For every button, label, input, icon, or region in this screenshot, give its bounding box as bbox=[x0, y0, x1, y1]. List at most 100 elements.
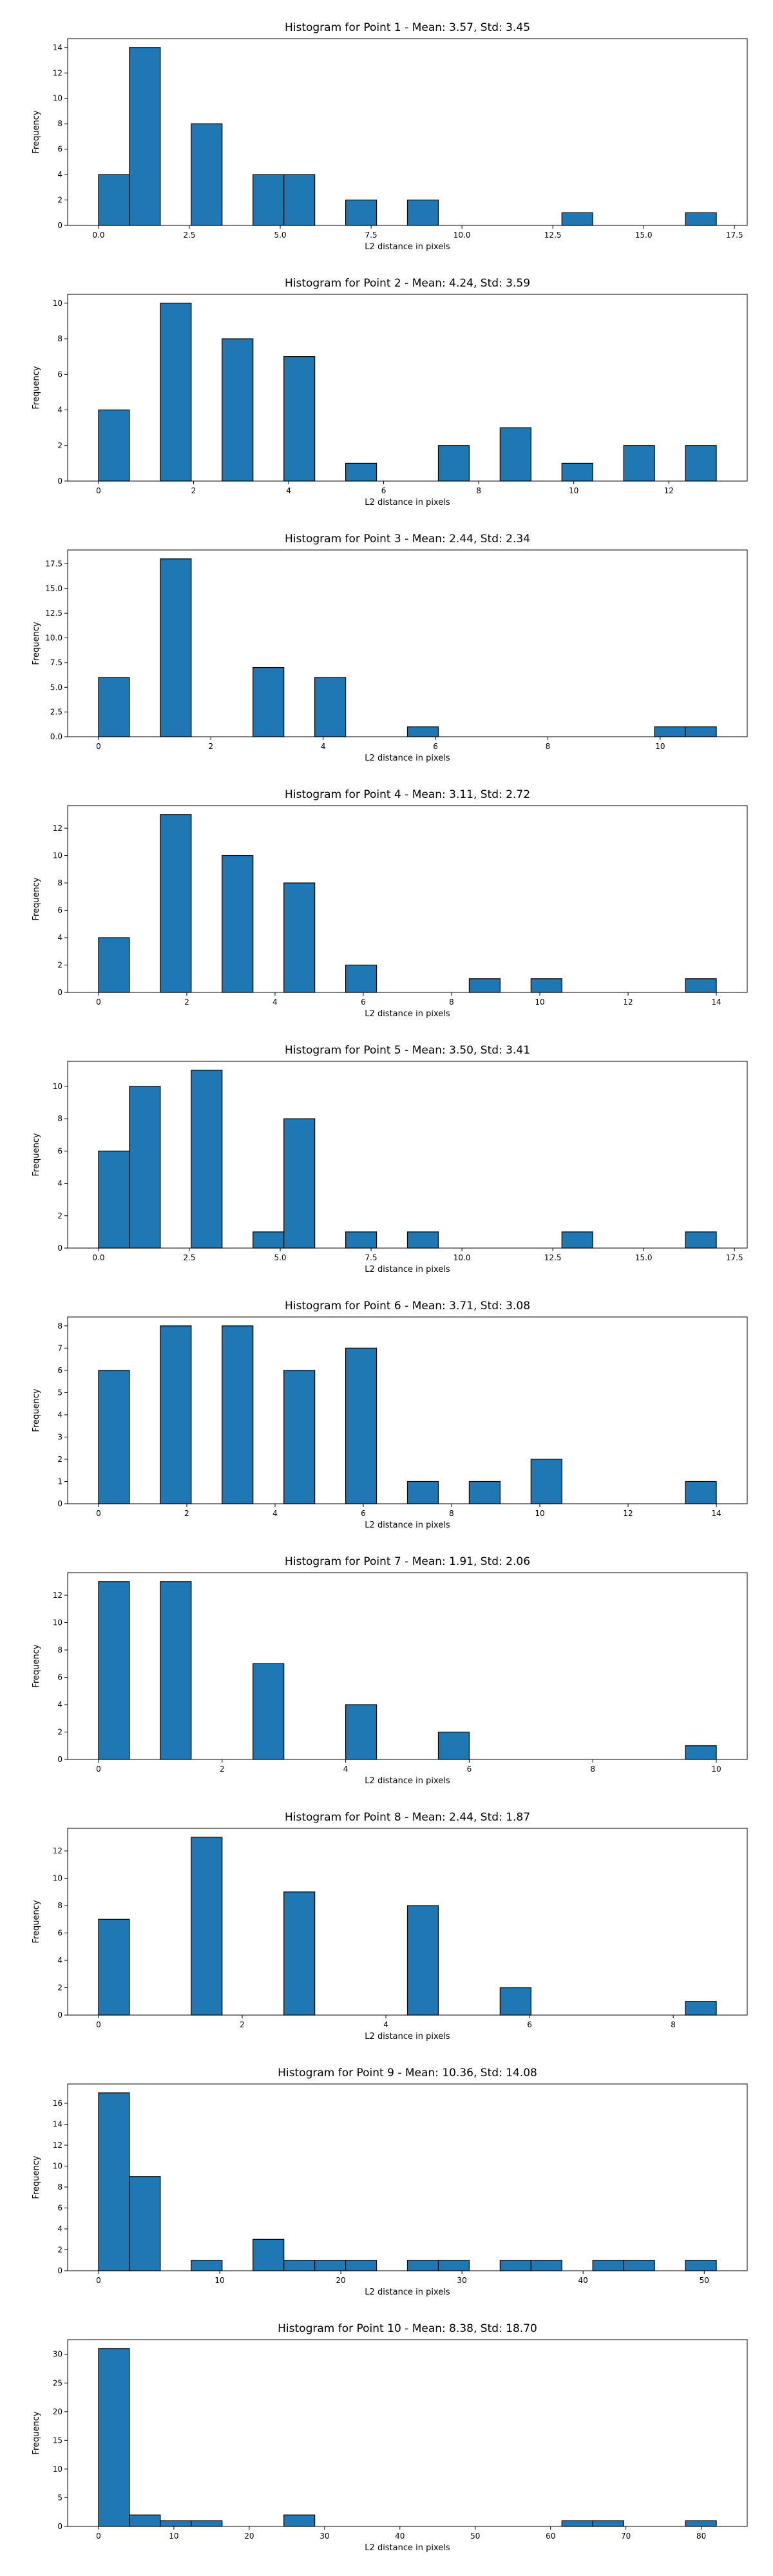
y-tick-label: 10.0 bbox=[45, 634, 62, 643]
x-tick-label: 5.0 bbox=[274, 231, 286, 240]
y-tick-label: 5 bbox=[57, 1388, 62, 1397]
y-tick-label: 15 bbox=[53, 2436, 62, 2445]
histogram-panel: Histogram for Point 4 - Mean: 3.11, Std:… bbox=[32, 788, 748, 1019]
x-tick-label: 4 bbox=[321, 742, 326, 751]
y-axis-label: Frequency bbox=[32, 110, 41, 153]
histogram-bar bbox=[685, 445, 717, 482]
histogram-bar bbox=[98, 1581, 130, 1760]
y-tick-label: 1 bbox=[57, 1477, 62, 1486]
histogram-bar bbox=[160, 2520, 192, 2527]
histogram-bar bbox=[160, 814, 192, 993]
y-tick-label: 4 bbox=[57, 1179, 62, 1188]
y-tick-label: 12 bbox=[53, 824, 62, 833]
histogram-bar bbox=[98, 1150, 130, 1249]
x-tick-label: 40 bbox=[578, 2276, 588, 2285]
histogram-bar bbox=[98, 409, 130, 482]
y-tick-label: 2 bbox=[57, 196, 62, 205]
x-tick-label: 0 bbox=[96, 486, 101, 495]
y-tick-label: 15.0 bbox=[45, 584, 62, 593]
histogram-bar bbox=[561, 462, 593, 482]
histogram-bar bbox=[685, 1745, 717, 1760]
x-tick-label: 0 bbox=[96, 1765, 101, 1774]
x-tick-label: 80 bbox=[696, 2532, 706, 2541]
x-axis-label: L2 distance in pixels bbox=[365, 2032, 450, 2041]
chart-title: Histogram for Point 8 - Mean: 2.44, Std:… bbox=[285, 1811, 530, 1824]
histogram-panel: Histogram for Point 7 - Mean: 1.91, Std:… bbox=[32, 1555, 748, 1786]
histogram-bar bbox=[253, 174, 285, 226]
x-tick-label: 30 bbox=[457, 2276, 466, 2285]
histogram-bar bbox=[283, 882, 316, 993]
y-tick-label: 10 bbox=[53, 2162, 62, 2171]
y-tick-label: 30 bbox=[53, 2350, 62, 2359]
y-axis-label: Frequency bbox=[32, 1133, 41, 1176]
x-tick-label: 5.0 bbox=[274, 1253, 286, 1262]
x-tick-label: 4 bbox=[272, 998, 278, 1007]
histogram-bar bbox=[623, 2260, 655, 2271]
y-tick-label: 14 bbox=[53, 2120, 62, 2129]
x-tick-label: 12 bbox=[623, 998, 633, 1007]
y-tick-label: 0 bbox=[57, 2011, 62, 2020]
x-axis-label: L2 distance in pixels bbox=[365, 2543, 450, 2553]
histogram-bar bbox=[345, 462, 377, 482]
histogram-bar bbox=[406, 2260, 439, 2271]
y-tick-label: 10 bbox=[53, 851, 62, 860]
x-tick-label: 10 bbox=[655, 742, 665, 751]
y-tick-label: 4 bbox=[57, 1410, 62, 1419]
y-tick-label: 8 bbox=[57, 119, 62, 128]
histogram-bar bbox=[129, 47, 161, 226]
x-tick-label: 15.0 bbox=[635, 231, 653, 240]
y-axis-label: Frequency bbox=[32, 1644, 41, 1687]
histogram-bar bbox=[253, 1231, 285, 1249]
histogram-bar bbox=[561, 1231, 593, 1249]
x-tick-label: 8 bbox=[590, 1765, 595, 1774]
histogram-bar bbox=[499, 1987, 531, 2016]
histogram-bar bbox=[283, 356, 316, 482]
x-tick-label: 10 bbox=[535, 998, 544, 1007]
histogram-bar bbox=[685, 1481, 717, 1504]
chart-title: Histogram for Point 4 - Mean: 3.11, Std:… bbox=[285, 788, 530, 801]
y-tick-label: 2 bbox=[57, 441, 62, 450]
x-tick-label: 6 bbox=[527, 2020, 532, 2029]
y-tick-label: 6 bbox=[57, 1673, 62, 1682]
histogram-bar bbox=[222, 1325, 254, 1504]
x-tick-label: 0 bbox=[96, 742, 101, 751]
y-tick-label: 5.0 bbox=[50, 683, 62, 692]
x-tick-label: 17.5 bbox=[726, 231, 743, 240]
x-tick-label: 2 bbox=[184, 1509, 189, 1518]
histogram-bar bbox=[345, 1347, 377, 1504]
y-tick-label: 10 bbox=[53, 299, 62, 308]
x-tick-label: 10 bbox=[569, 486, 578, 495]
x-tick-label: 8 bbox=[671, 2020, 676, 2029]
y-axis-label: Frequency bbox=[32, 366, 41, 409]
x-tick-label: 60 bbox=[546, 2532, 555, 2541]
y-tick-label: 10 bbox=[53, 2465, 62, 2474]
histogram-bar bbox=[191, 1070, 223, 1249]
y-tick-label: 25 bbox=[53, 2378, 62, 2387]
histogram-bar bbox=[98, 937, 130, 993]
histogram-bar bbox=[530, 2260, 562, 2271]
histogram-bar bbox=[160, 1581, 192, 1760]
y-tick-label: 4 bbox=[57, 170, 62, 179]
histogram-bar bbox=[98, 174, 130, 226]
histogram-bar bbox=[685, 726, 717, 737]
y-tick-label: 2 bbox=[57, 1984, 62, 1993]
y-tick-label: 17.5 bbox=[45, 559, 62, 568]
histogram-bar bbox=[98, 1918, 130, 2016]
y-tick-label: 2 bbox=[57, 1728, 62, 1737]
histogram-bar bbox=[437, 445, 470, 482]
chart-title: Histogram for Point 3 - Mean: 2.44, Std:… bbox=[285, 533, 530, 545]
y-tick-label: 14 bbox=[53, 43, 62, 52]
histogram-bar bbox=[253, 2239, 285, 2271]
y-tick-label: 8 bbox=[57, 1901, 62, 1910]
x-tick-label: 7.5 bbox=[365, 1253, 377, 1262]
histogram-panel: Histogram for Point 1 - Mean: 3.57, Std:… bbox=[32, 21, 748, 252]
x-tick-label: 10 bbox=[215, 2276, 224, 2285]
x-axis-label: L2 distance in pixels bbox=[365, 1265, 450, 1274]
y-axis-label: Frequency bbox=[32, 621, 41, 665]
y-tick-label: 4 bbox=[57, 406, 62, 415]
histogram-bar bbox=[191, 123, 223, 226]
y-tick-label: 8 bbox=[57, 334, 62, 343]
histogram-bar bbox=[222, 855, 254, 993]
y-tick-label: 6 bbox=[57, 2204, 62, 2213]
y-tick-label: 6 bbox=[57, 906, 62, 915]
